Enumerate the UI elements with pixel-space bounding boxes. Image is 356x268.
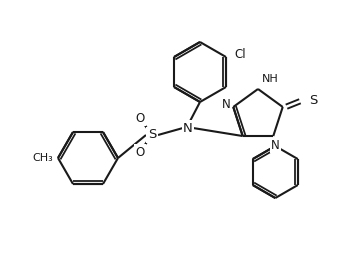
- Text: S: S: [309, 94, 317, 107]
- Text: NH: NH: [262, 74, 279, 84]
- Text: N: N: [271, 139, 280, 152]
- Text: O: O: [135, 146, 145, 158]
- Text: CH₃: CH₃: [32, 153, 53, 163]
- Text: O: O: [135, 111, 145, 125]
- Text: S: S: [148, 128, 156, 142]
- Text: Cl: Cl: [234, 47, 246, 61]
- Text: N: N: [221, 98, 230, 111]
- Text: N: N: [183, 121, 193, 135]
